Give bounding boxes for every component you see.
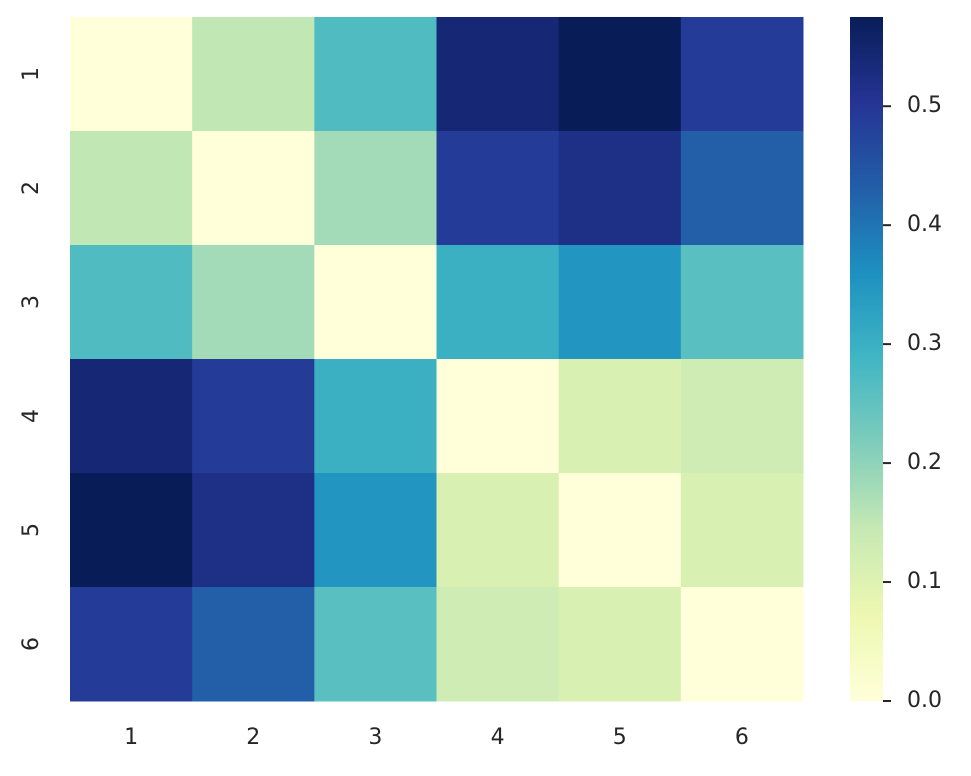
colorbar: [850, 17, 883, 701]
y-tick-label: 3: [19, 295, 44, 309]
heatmap-cell: [436, 245, 560, 360]
heatmap-cell: [192, 359, 315, 474]
y-tick-label: 5: [19, 523, 44, 537]
heatmap-cell: [314, 473, 437, 588]
heatmap-cell: [680, 359, 804, 474]
colorbar-tick-label: 0.0: [907, 688, 942, 713]
heatmap-cell: [436, 359, 560, 474]
y-tick-label: 6: [19, 637, 44, 651]
heatmap-cell: [192, 245, 315, 360]
heatmap-cell: [680, 473, 804, 588]
heatmap-cell: [192, 131, 315, 246]
heatmap-cell: [558, 359, 682, 474]
colorbar-tick-label: 0.3: [907, 331, 942, 356]
heatmap-cell: [314, 587, 437, 702]
heatmap-cell: [192, 473, 315, 588]
heatmap-cell: [558, 17, 682, 132]
heatmap-cell: [70, 245, 193, 360]
heatmap-cell: [558, 473, 682, 588]
heatmap-cell: [436, 17, 560, 132]
heatmap-cell: [314, 131, 437, 246]
x-tick-label: 2: [246, 725, 260, 750]
heatmap-cell: [192, 587, 315, 702]
heatmap-cell: [680, 245, 804, 360]
x-tick-label: 5: [613, 725, 627, 750]
y-tick-label: 2: [19, 181, 44, 195]
x-tick-label: 4: [491, 725, 505, 750]
heatmap-cell: [558, 587, 682, 702]
y-tick-label: 1: [19, 67, 44, 81]
colorbar-tick-label: 0.2: [907, 450, 942, 475]
heatmap-cell: [70, 473, 193, 588]
heatmap-cell: [192, 17, 315, 132]
y-tick-label: 4: [19, 409, 44, 423]
colorbar-tick-label: 0.1: [907, 569, 942, 594]
heatmap-cell: [680, 131, 804, 246]
colorbar-tick-label: 0.4: [907, 212, 942, 237]
heatmap-cell: [558, 131, 682, 246]
heatmap-cell: [436, 473, 560, 588]
colorbar-tick-label: 0.5: [907, 93, 942, 118]
x-tick-label: 1: [124, 725, 138, 750]
heatmap-cell: [70, 587, 193, 702]
x-tick-label: 3: [368, 725, 382, 750]
heatmap-cell: [314, 17, 437, 132]
heatmap-cell: [680, 17, 804, 132]
heatmap-cell: [680, 587, 804, 702]
heatmap-cell: [314, 245, 437, 360]
heatmap-cell: [314, 359, 437, 474]
heatmap-cell: [436, 587, 560, 702]
heatmap-cell: [70, 131, 193, 246]
heatmap-cell: [70, 17, 193, 132]
heatmap-cell: [70, 359, 193, 474]
x-tick-label: 6: [735, 725, 749, 750]
heatmap-cell: [558, 245, 682, 360]
heatmap-cell: [436, 131, 560, 246]
